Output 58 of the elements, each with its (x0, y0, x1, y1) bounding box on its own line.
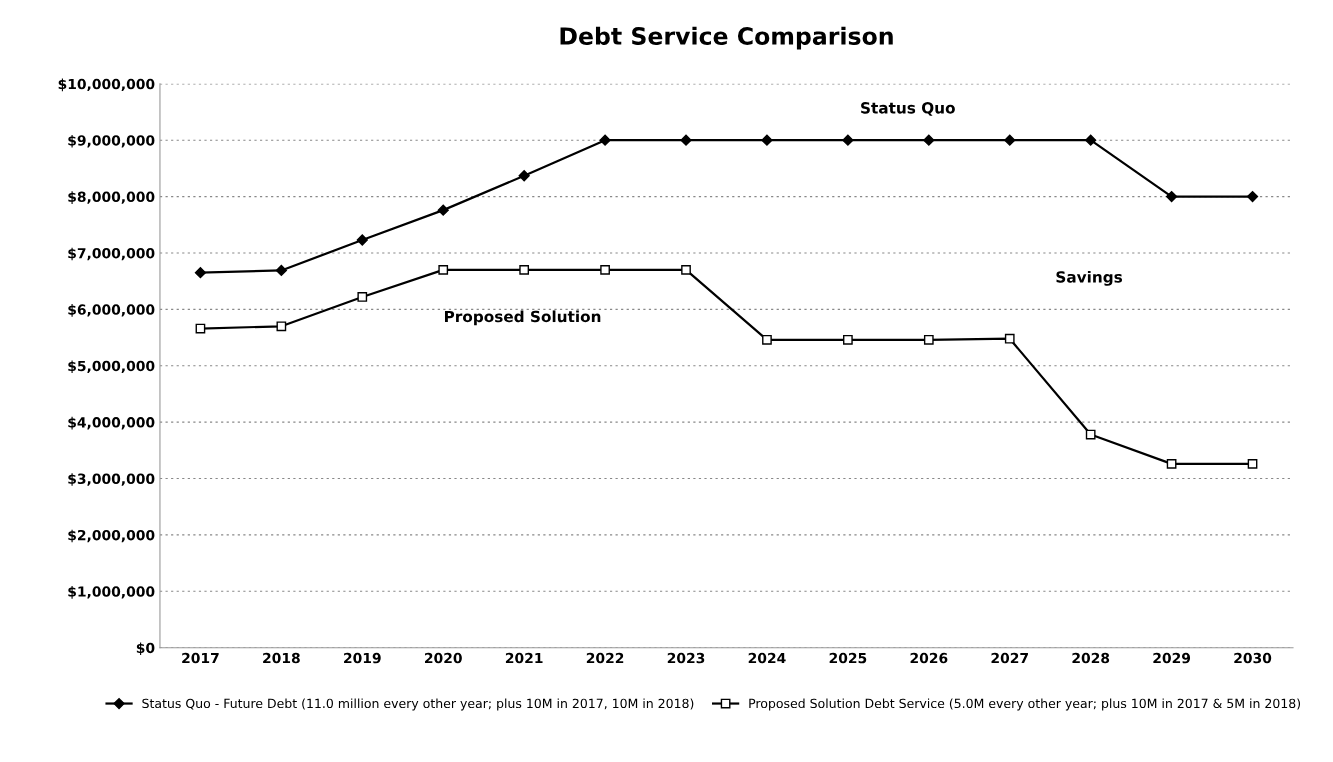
x-tick-label: 2028 (1072, 652, 1110, 664)
point (275, 264, 287, 277)
x-tick-label: 2025 (829, 652, 867, 664)
point (438, 265, 449, 275)
point (680, 134, 692, 146)
point (1166, 190, 1178, 203)
legend-label: Proposed Solution Debt Service (5.0M every other year; plus 10M in 2017 & 5M in 2018) (749, 698, 1301, 711)
point (437, 204, 449, 216)
point (842, 134, 854, 146)
point (923, 334, 934, 345)
x-tick-label: 2029 (1153, 652, 1191, 664)
x-tick-label: 2017 (182, 652, 219, 664)
x-tick-label: 2018 (263, 652, 300, 664)
y-tick-label: $5,000,000 (68, 360, 155, 374)
y-tick-label: $9,000,000 (68, 134, 155, 148)
y-tick-label: $3,000,000 (68, 473, 155, 486)
y-tick-label: $0 (136, 642, 155, 656)
x-tick-label: 2026 (910, 652, 948, 664)
x-tick-label: 2019 (344, 652, 381, 664)
point (194, 267, 207, 279)
point (1246, 190, 1259, 203)
point (1085, 429, 1096, 440)
y-tick-label: $1,000,000 (68, 586, 155, 599)
x-tick-label: 2027 (991, 652, 1028, 664)
point (843, 334, 853, 345)
x-tick-label: 2021 (505, 652, 543, 664)
annotation: Status Quo (861, 102, 955, 116)
y-tick-label: $10,000,000 (58, 78, 155, 92)
chart-title: Debt Service Comparison (560, 26, 893, 50)
annotation: Proposed Solution (444, 310, 601, 326)
point (1085, 134, 1097, 146)
point (681, 265, 691, 275)
point (276, 321, 287, 332)
x-tick-label: 2030 (1234, 652, 1272, 664)
point (518, 170, 530, 182)
y-tick-label: $4,000,000 (68, 416, 155, 430)
point (1166, 459, 1177, 469)
annotation: Savings (1056, 270, 1123, 286)
point (600, 265, 610, 275)
point (356, 234, 368, 246)
x-tick-label: 2022 (586, 652, 624, 664)
point (519, 265, 530, 275)
y-tick-label: $8,000,000 (68, 191, 155, 204)
point (761, 134, 773, 146)
point (1004, 134, 1016, 146)
x-tick-label: 2023 (667, 652, 705, 664)
y-tick-label: $7,000,000 (68, 247, 155, 261)
y-tick-label: $6,000,000 (68, 304, 155, 317)
point (1247, 459, 1258, 469)
point (762, 334, 772, 345)
point (357, 292, 368, 302)
point (599, 134, 611, 146)
x-tick-label: 2020 (424, 652, 462, 664)
point (923, 134, 935, 146)
y-tick-label: $2,000,000 (68, 529, 155, 543)
legend-label: Status Quo - Future Debt (11.0 million every other year; plus 10M in 2017, 10M in 2018) (142, 698, 694, 711)
point (1004, 333, 1015, 344)
x-tick-label: 2024 (748, 652, 786, 664)
